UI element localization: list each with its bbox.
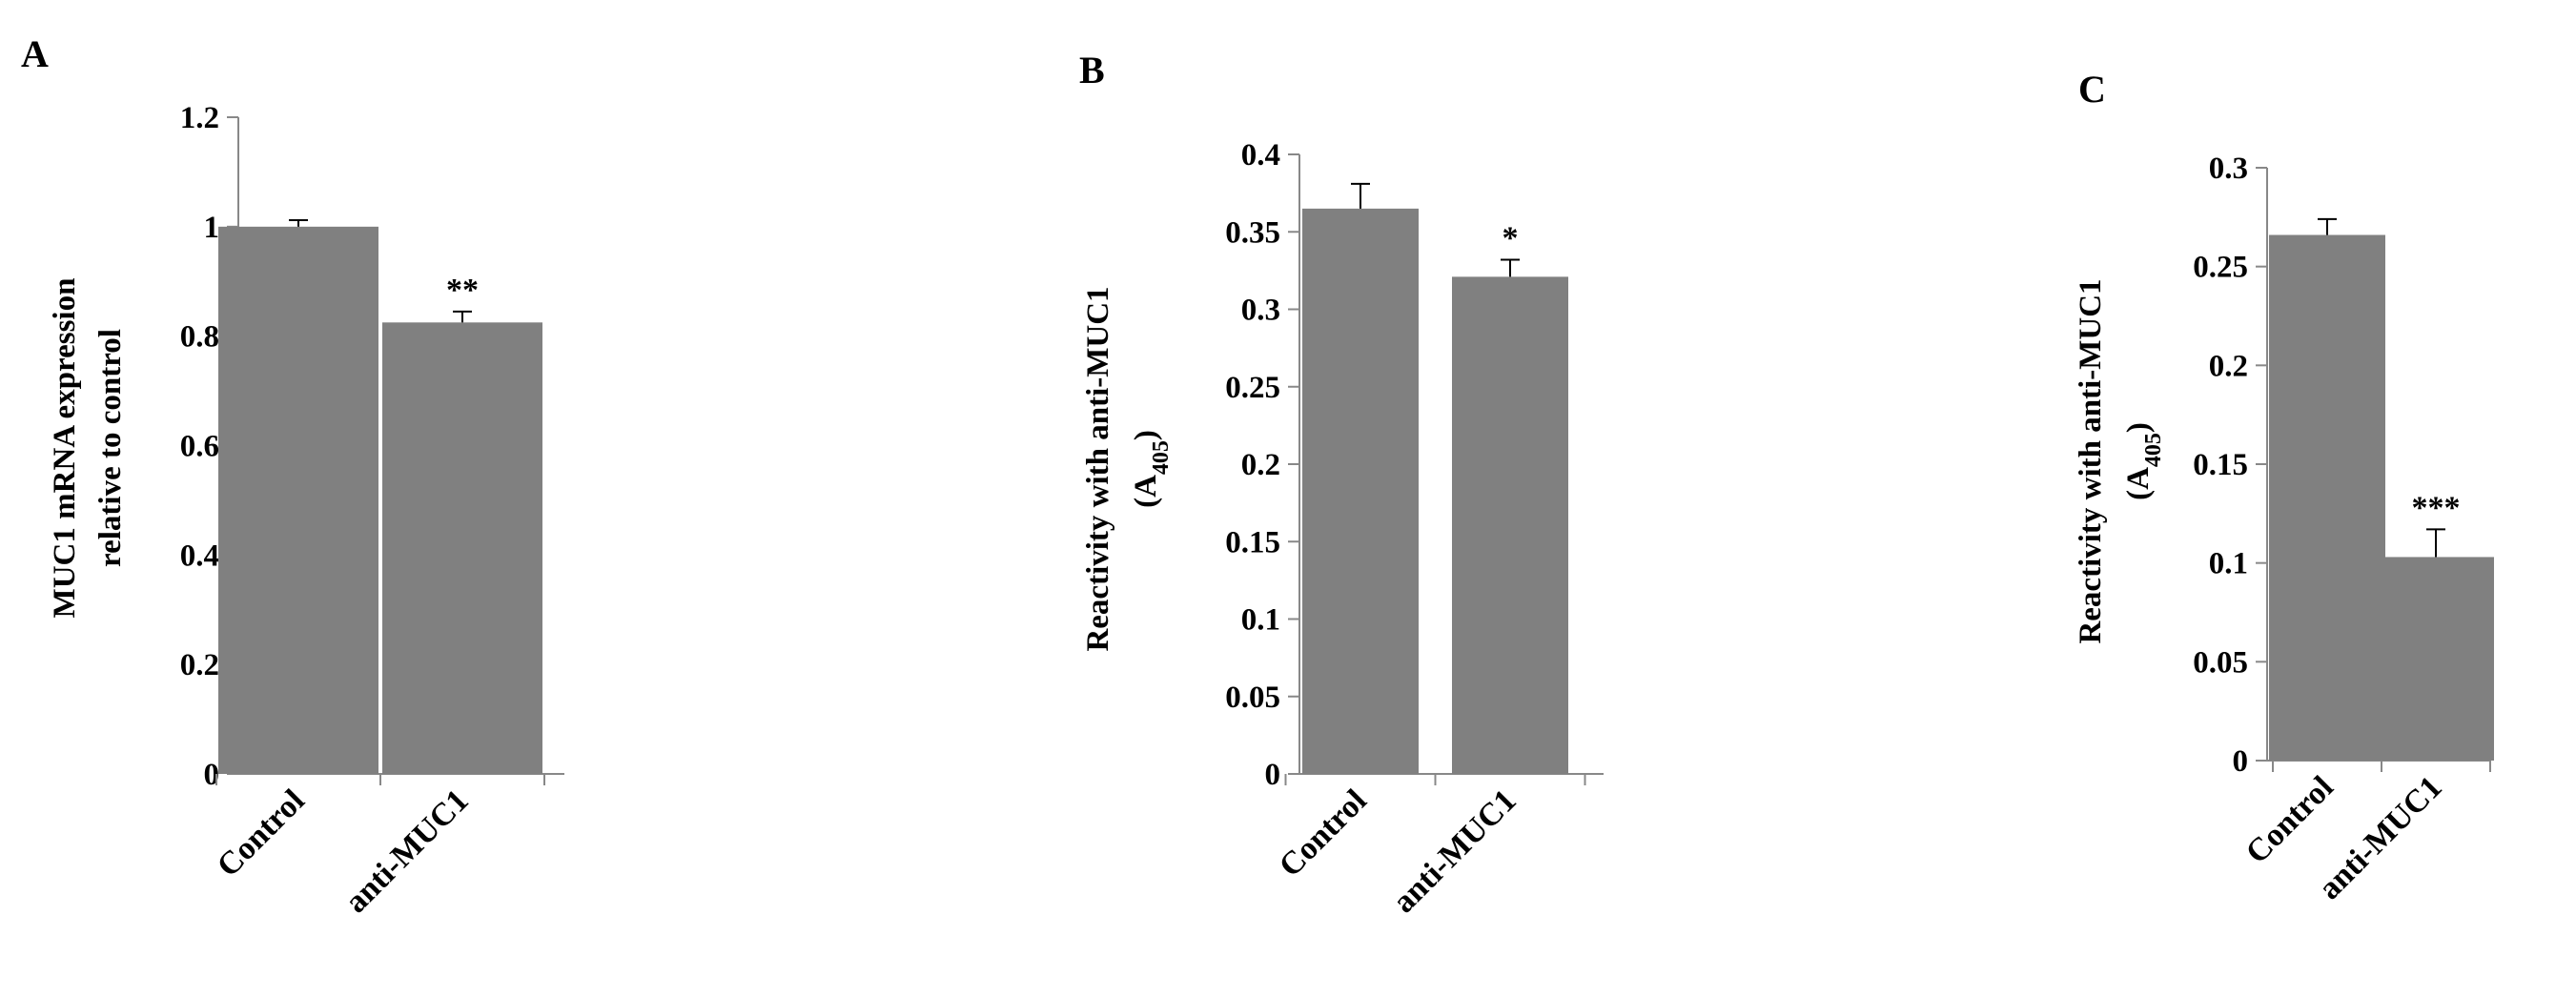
y-axis-title: (A405)	[1129, 430, 1174, 508]
y-axis-title-subscript: 405	[2141, 433, 2166, 467]
y-tick-label: 0.6	[180, 430, 219, 464]
y-axis-title: relative to control	[93, 329, 128, 567]
y-tick-label: 0.1	[1241, 603, 1280, 638]
x-category-label: Control	[2239, 769, 2341, 870]
bar-anti-muc1	[382, 322, 542, 774]
y-tick-label: 0.15	[2193, 448, 2248, 482]
panel-label: B	[1079, 49, 1105, 91]
bar-anti-muc1	[2378, 557, 2494, 761]
y-tick-label: 0.4	[180, 539, 219, 573]
y-axis-title: (A405)	[2121, 422, 2166, 500]
y-tick-label: 0.25	[1225, 371, 1280, 405]
y-tick-label: 0.1	[2209, 547, 2248, 581]
y-axis-title-subscript: 405	[1149, 440, 1174, 475]
y-axis-title: Reactivity with anti-MUC1	[1081, 286, 1115, 651]
significance-marker: **	[446, 273, 479, 308]
chart-panel-b: B 0 0.05 0.1 0.15 0.2 0.25 0.3 0.35 0.4 Control * an…	[1079, 49, 1604, 920]
y-tick-label: 0	[1265, 758, 1281, 792]
y-tick-label: 0.3	[1241, 294, 1280, 328]
y-tick-label: 0.2	[180, 648, 219, 682]
y-tick-label: 0.15	[1225, 525, 1280, 559]
y-axis-title: MUC1 mRNA expression	[48, 278, 82, 619]
y-tick-label: 0.8	[180, 320, 219, 355]
x-category-label: anti-MUC1	[1386, 783, 1523, 920]
bar-control	[2269, 234, 2385, 761]
bar-anti-muc1	[1452, 276, 1568, 774]
y-tick-label: 0.05	[1225, 681, 1280, 715]
panel-label: A	[21, 32, 49, 75]
y-tick-label: 0	[2233, 744, 2249, 779]
chart-panel-a: A 0 0.2 0.4 0.6 0.8 1 1.2 Control ** anti-MUC1 MUC1…	[21, 32, 564, 920]
x-category-label: anti-MUC1	[338, 783, 476, 920]
y-tick-label: 0.2	[2209, 349, 2248, 383]
x-category-label: Control	[211, 783, 312, 884]
y-tick-label: 1	[204, 211, 220, 245]
bar-control	[1302, 208, 1419, 774]
bar-control	[218, 226, 378, 775]
y-tick-label: 0.4	[1241, 138, 1280, 173]
significance-marker: ***	[2412, 490, 2461, 525]
y-tick-label: 0.25	[2193, 251, 2248, 285]
y-tick-label: 0	[204, 758, 220, 792]
y-axis-title: Reactivity with anti-MUC1	[2074, 278, 2108, 643]
chart-panel-c: C00.050.10.150.20.250.3Control***anti-MU…	[2074, 68, 2494, 906]
y-tick-label: 0.2	[1241, 448, 1280, 482]
y-tick-label: 0.3	[2209, 152, 2248, 186]
y-tick-label: 0.05	[2193, 645, 2248, 680]
x-category-label: Control	[1273, 783, 1374, 884]
panel-label: C	[2078, 68, 2106, 111]
significance-marker: *	[1503, 221, 1519, 256]
y-tick-label: 0.35	[1225, 215, 1280, 250]
y-tick-label: 1.2	[180, 101, 219, 135]
